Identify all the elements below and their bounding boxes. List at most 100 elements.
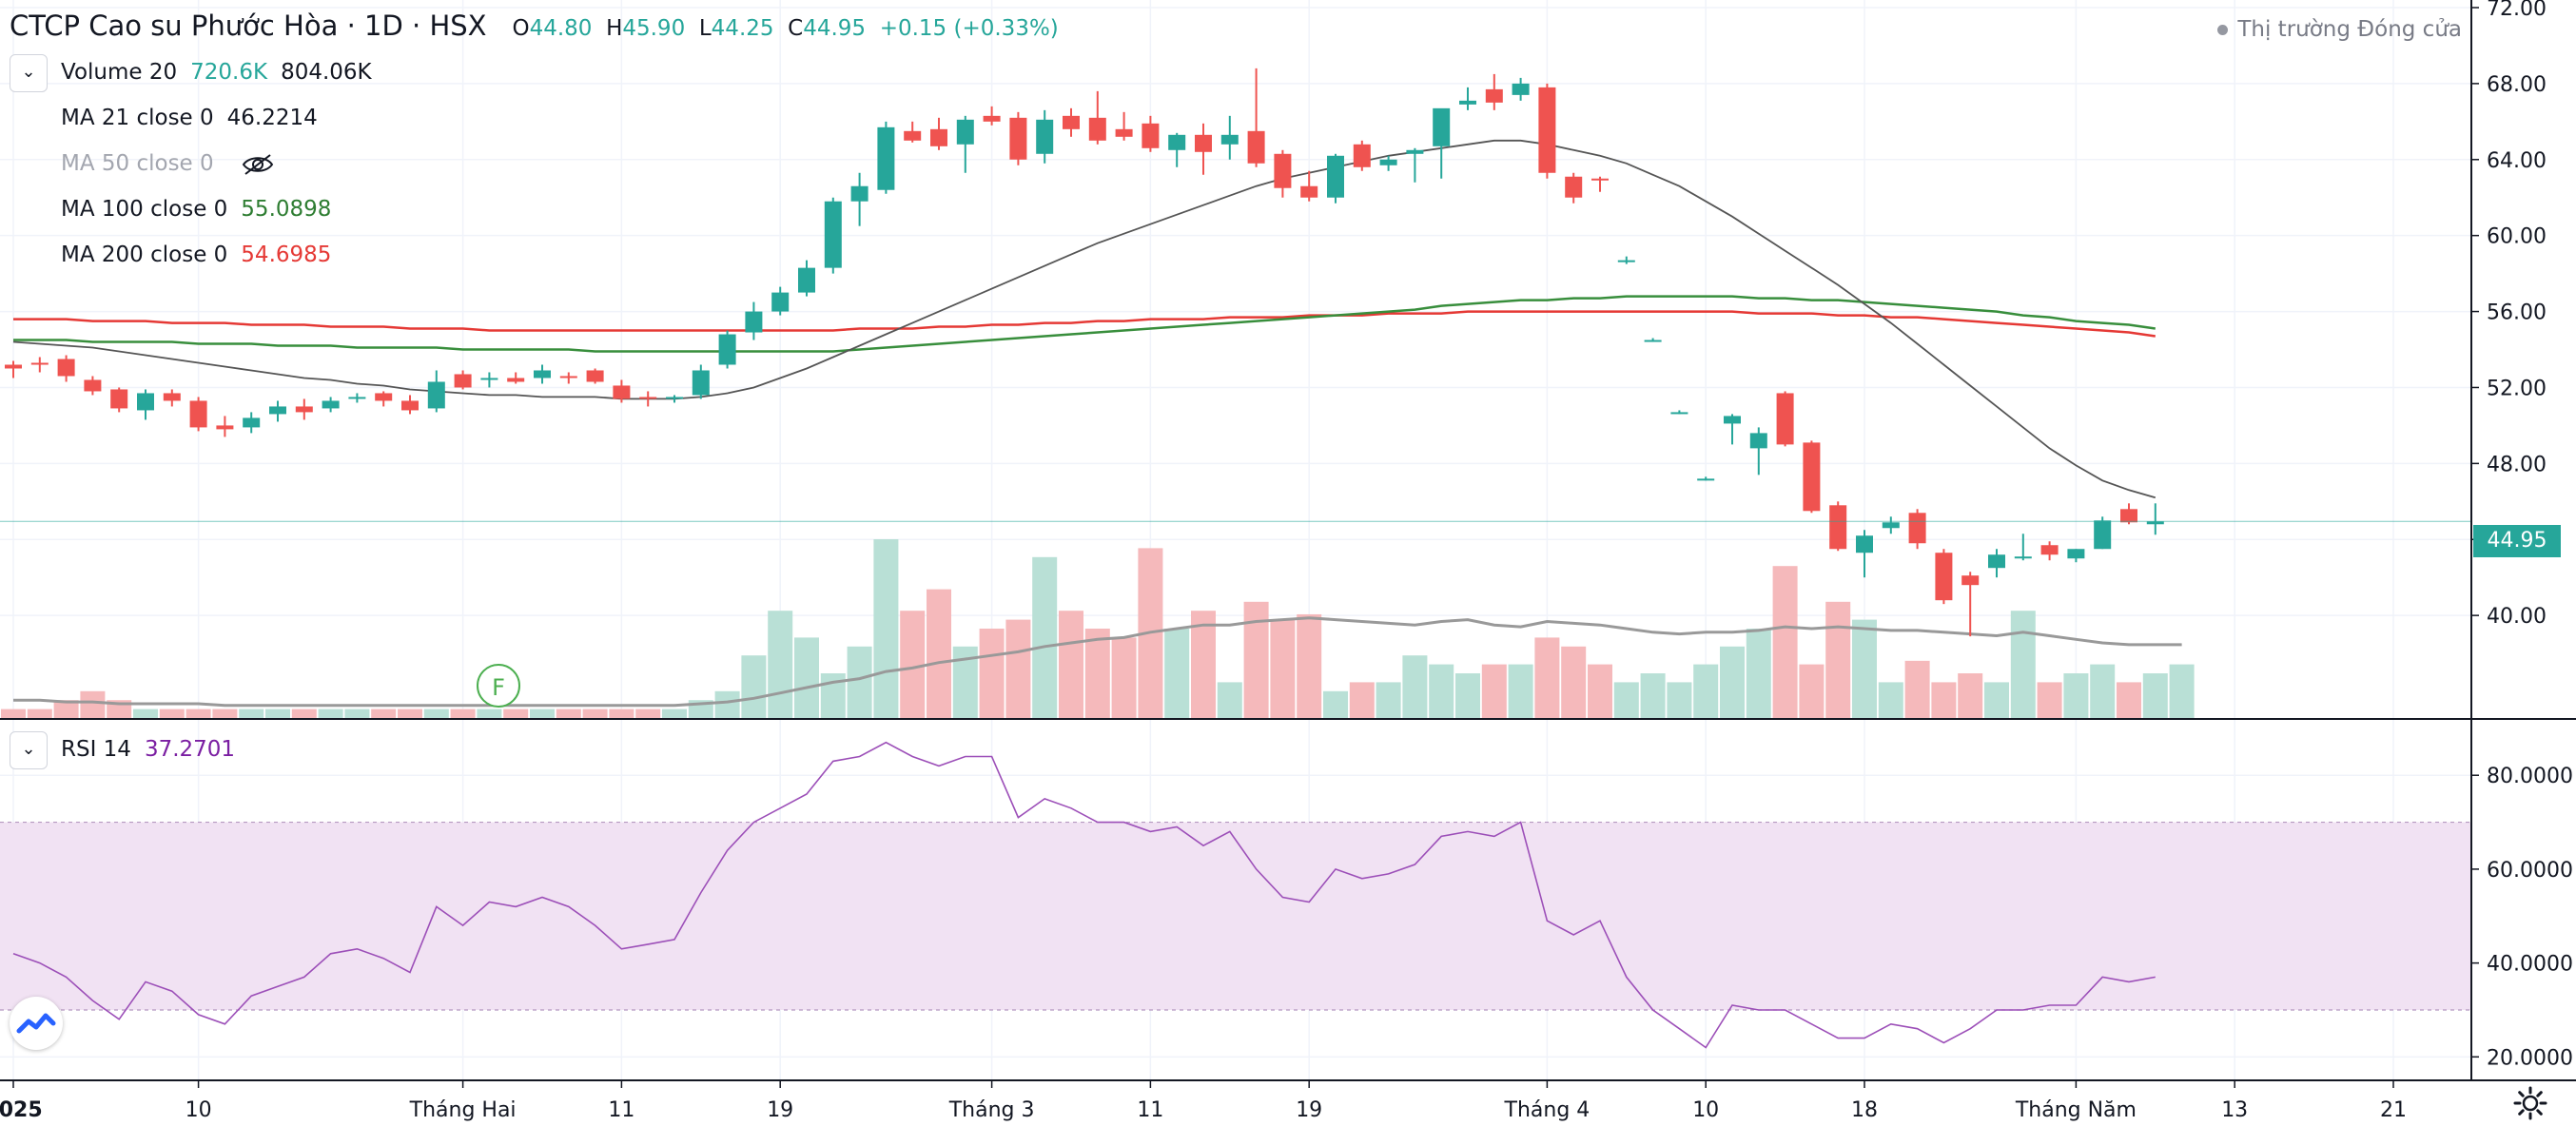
candle-body [1406,149,1424,154]
candle-body [243,417,261,428]
volume-bar [1958,673,1983,718]
chevron-down-icon[interactable]: ⌄ [10,730,48,769]
candle-body [1961,575,1980,586]
candle-body [454,374,472,388]
volume-bar [1746,629,1771,718]
volume-legend[interactable]: ⌄ Volume 20 720.6K 804.06K [10,53,385,92]
rsi-name: RSI 14 [61,737,131,762]
candle-body [613,385,631,399]
volume-bar [1799,664,1825,718]
candle-body [1591,178,1609,181]
volume-bar [1640,673,1666,718]
ma100-legend[interactable]: MA 100 close 0 55.0898 [61,190,344,228]
candle-body [1009,117,1027,160]
candle-body [1088,117,1106,141]
volume-bar [1667,682,1692,718]
candle-body [1379,159,1397,165]
price-axis[interactable]: 40.0044.0048.0052.0056.0060.0064.0068.00… [2471,0,2547,629]
candle-body [1300,185,1318,198]
price-tick-label: 68.00 [2487,73,2547,97]
volume-bar [1984,682,2009,718]
volume-bar [133,709,158,718]
candle-body [1274,153,1292,188]
time-tick-label: 10 [185,1098,212,1122]
rsi-axis[interactable]: 20.0000 40.0000 60.0000 80.0000 [2471,765,2573,1070]
eye-off-icon[interactable] [242,153,274,176]
ma21-legend[interactable]: MA 21 close 0 46.2214 [61,99,331,137]
candle-body [189,400,207,428]
symbol-title[interactable]: CTCP Cao su Phước Hòa · 1D · HSX [10,10,487,42]
volume-bar [1032,556,1058,718]
ma50-legend[interactable]: MA 50 close 0 [61,145,274,183]
volume-bar [556,709,581,718]
rsi-line [12,741,2156,1049]
volume-bar [398,709,422,718]
high-value: 45.90 [622,16,686,41]
candle-body [30,362,49,365]
volume-bar [212,709,238,718]
candle-body [1168,134,1186,150]
volume-bar [423,709,449,718]
candle-body [1485,88,1503,103]
volume-bar [635,709,661,718]
candle-body [1036,119,1054,154]
price-tick-label: 72.00 [2487,0,2547,21]
time-axis[interactable]: 2025 10 Tháng Hai 11 19 Tháng 3 11 19 Tháng 4 10 1… [0,1080,2407,1122]
time-tick-label: Tháng Năm [2015,1098,2137,1122]
volume-bar [450,709,476,718]
time-tick-label: 19 [1296,1098,1322,1122]
volume-bar [1481,664,1507,718]
volume-bar [1931,682,1957,718]
volume-bar [582,709,608,718]
volume-bar [2010,611,2036,718]
rsi-legend[interactable]: ⌄ RSI 14 37.2701 [10,730,248,769]
volume-bar [768,611,793,718]
rsi-tick-label: 80.0000 [2487,765,2573,788]
candle-body [480,378,498,380]
candle-body [2040,545,2059,555]
volume-bar [2142,673,2168,718]
candle-body [1908,513,1926,544]
candle-body [1353,144,1371,167]
volume-bar [927,589,951,718]
volume-bar [979,629,1005,718]
volume-bar [1217,682,1242,718]
volume-bar [1402,655,1428,718]
volume-bar [318,709,343,718]
candle-body [692,370,710,396]
ohlc-values: O44.80 H45.90 L44.25 C44.95 +0.15 (+0.33… [512,16,1058,41]
financials-event-badge[interactable]: F [477,664,520,708]
candle-body [137,393,154,411]
ma21-line [12,139,2156,499]
volume-bar [1376,682,1401,718]
ma100-line [13,295,2156,353]
market-status-dot [2217,25,2229,35]
market-status: Thị trường Đóng cửa [2217,17,2462,42]
volume-bar [1270,619,1296,718]
volume-bar [371,709,397,718]
time-tick-label: 2025 [0,1098,43,1122]
tradingview-logo[interactable] [10,997,63,1050]
candle-body [5,364,22,369]
time-tick-label: 11 [1137,1098,1163,1122]
volume-bar [2063,673,2089,718]
candle-body [110,389,128,409]
candle-body [798,267,815,293]
ma200-name: MA 200 close 0 [61,243,228,267]
candlestick-series[interactable] [5,68,2164,637]
volume-bar [1613,682,1639,718]
volume-bars [1,539,2195,718]
ma200-legend[interactable]: MA 200 close 0 54.6985 [61,236,344,274]
candle-body [639,397,657,399]
candle-body [1512,83,1530,95]
chevron-down-icon[interactable]: ⌄ [10,53,48,92]
rsi-value: 37.2701 [144,737,236,762]
volume-bar [27,709,52,718]
volume-bar [344,709,370,718]
low-label: L [698,16,712,41]
volume-name: Volume 20 [61,60,178,85]
gear-icon[interactable] [2511,1084,2549,1122]
price-tick-label: 48.00 [2487,453,2547,476]
volume-bar [1005,619,1031,718]
